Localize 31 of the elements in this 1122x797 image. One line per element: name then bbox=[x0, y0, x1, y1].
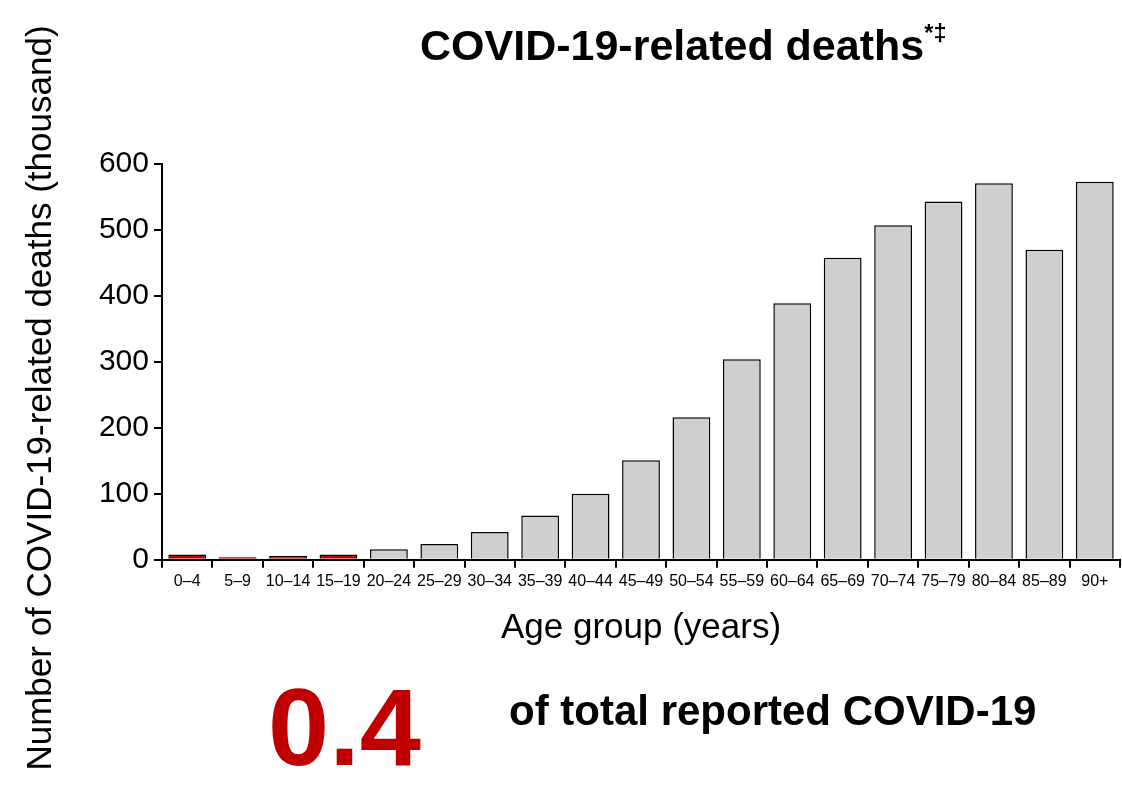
x-tick-label: 90+ bbox=[1081, 571, 1109, 589]
x-tick-label: 45–49 bbox=[618, 571, 664, 589]
y-tick-label: 400 bbox=[98, 277, 149, 311]
y-tick-label: 500 bbox=[98, 211, 149, 245]
y-tick-label: 300 bbox=[98, 343, 149, 377]
chart-title: COVID-19-related deaths$^{*‡}$ bbox=[420, 20, 947, 71]
x-tick-label: 0–4 bbox=[173, 571, 201, 589]
x-tick-label: 60–64 bbox=[770, 571, 815, 589]
x-tick-label: 5–9 bbox=[224, 571, 252, 589]
y-tick-label: 200 bbox=[98, 409, 149, 443]
x-tick-label: 30–34 bbox=[467, 571, 513, 589]
x-tick-label: 50–54 bbox=[669, 571, 714, 589]
y-tick-label: 100 bbox=[98, 475, 149, 509]
x-tick-label: 55–59 bbox=[719, 571, 765, 589]
x-tick-label: 40–44 bbox=[568, 571, 613, 589]
y-tick-label: 0 bbox=[132, 541, 149, 575]
text: 0.4 bbox=[268, 665, 421, 788]
x-tick-label: 80–84 bbox=[971, 571, 1017, 589]
text: of total reported COVID-19 bbox=[509, 687, 1037, 734]
x-tick-label: 35–39 bbox=[517, 571, 563, 589]
x-tick-label: 75–79 bbox=[921, 571, 966, 589]
x-axis-title: Age group (years) bbox=[500, 605, 782, 645]
y-tick-label: 600 bbox=[98, 145, 149, 179]
x-tick-label: 25–29 bbox=[417, 571, 462, 589]
x-tick-label: 10–14 bbox=[265, 571, 311, 589]
x-tick-label: 65–69 bbox=[820, 571, 866, 589]
x-tick-label: 85–89 bbox=[1022, 571, 1067, 589]
y-axis-title: Number of COVID-19-related deaths (thousand) bbox=[18, 25, 58, 771]
x-tick-label: 70–74 bbox=[870, 571, 916, 589]
x-tick-label: 20–24 bbox=[366, 571, 412, 589]
x-tick-label: 15–19 bbox=[316, 571, 361, 589]
